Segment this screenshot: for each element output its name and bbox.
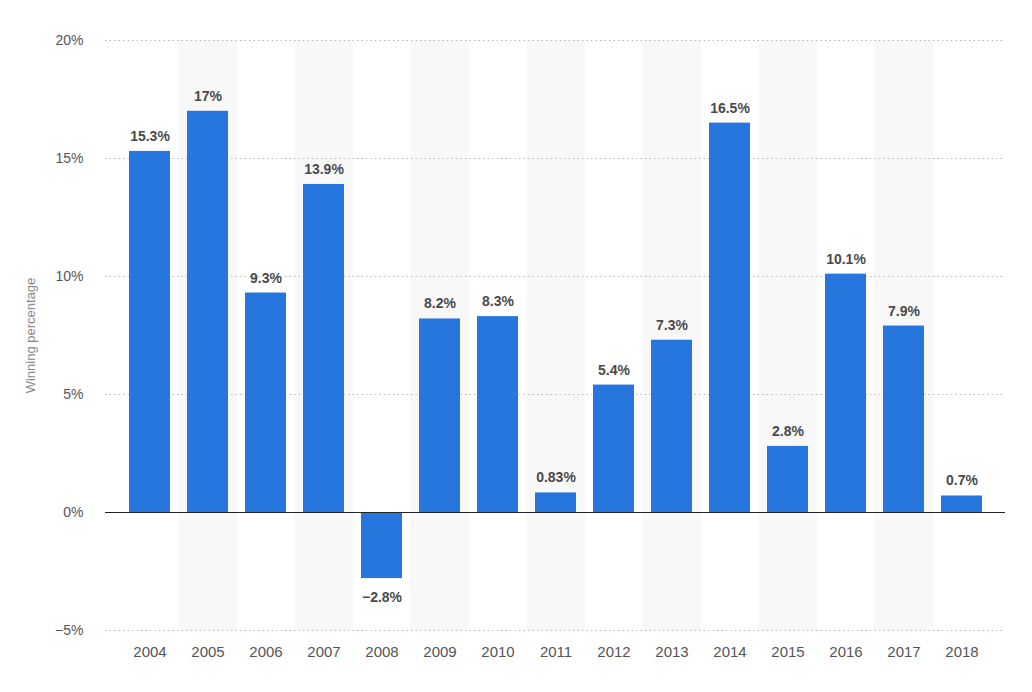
svg-text:−5%: −5% (55, 622, 83, 638)
svg-text:2018: 2018 (945, 643, 978, 660)
svg-text:7.3%: 7.3% (656, 317, 688, 333)
svg-text:10%: 10% (55, 268, 83, 284)
svg-text:2017: 2017 (887, 643, 920, 660)
svg-text:2011: 2011 (540, 643, 572, 660)
svg-text:5.4%: 5.4% (598, 362, 630, 378)
svg-text:2016: 2016 (829, 643, 862, 660)
svg-text:2004: 2004 (133, 643, 166, 660)
svg-text:16.5%: 16.5% (710, 100, 750, 116)
svg-text:17%: 17% (194, 88, 223, 104)
svg-text:2015: 2015 (771, 643, 804, 660)
svg-text:2012: 2012 (597, 643, 630, 660)
svg-text:2005: 2005 (191, 643, 224, 660)
svg-text:20%: 20% (55, 32, 83, 48)
svg-text:8.3%: 8.3% (482, 293, 514, 309)
svg-text:15%: 15% (55, 150, 83, 166)
svg-text:5%: 5% (63, 386, 83, 402)
svg-text:2006: 2006 (249, 643, 282, 660)
svg-text:0.83%: 0.83% (536, 469, 576, 485)
svg-text:2014: 2014 (713, 643, 746, 660)
svg-text:15.3%: 15.3% (130, 128, 170, 144)
svg-text:2010: 2010 (481, 643, 514, 660)
svg-text:10.1%: 10.1% (826, 251, 866, 267)
svg-text:2009: 2009 (423, 643, 456, 660)
svg-text:0%: 0% (63, 504, 83, 520)
svg-text:−2.8%: −2.8% (362, 589, 403, 605)
svg-text:2.8%: 2.8% (772, 423, 804, 439)
svg-text:2007: 2007 (307, 643, 340, 660)
svg-text:Winning percentage: Winning percentage (23, 278, 38, 394)
svg-text:9.3%: 9.3% (250, 270, 282, 286)
svg-text:13.9%: 13.9% (304, 161, 344, 177)
svg-text:8.2%: 8.2% (424, 295, 456, 311)
svg-text:2008: 2008 (365, 643, 398, 660)
svg-text:2013: 2013 (655, 643, 688, 660)
svg-text:0.7%: 0.7% (946, 472, 978, 488)
svg-text:7.9%: 7.9% (888, 303, 920, 319)
